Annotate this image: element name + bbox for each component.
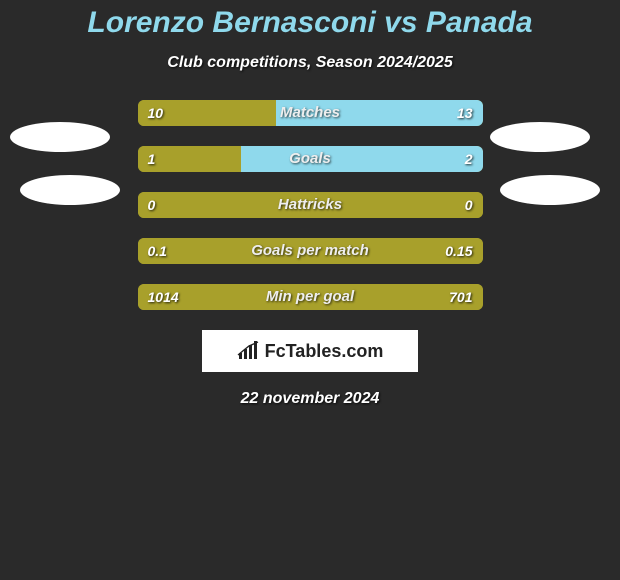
- stat-row: Goals1 2: [138, 146, 483, 172]
- player-right-ellipse: [490, 122, 590, 152]
- stat-value-right: 2: [465, 146, 473, 172]
- stat-row: Min per goal1014 701: [138, 284, 483, 310]
- stat-value-right: 701: [449, 284, 472, 310]
- stat-value-right: 0: [465, 192, 473, 218]
- page-title: Lorenzo Bernasconi vs Panada: [0, 0, 620, 40]
- bars-container: Matches10 13 Goals1 2 Hattricks0 0 Goals per m…: [138, 100, 483, 310]
- date-label: 22 november 2024: [0, 390, 620, 408]
- subtitle: Club competitions, Season 2024/2025: [0, 54, 620, 72]
- stat-row: Hattricks0 0: [138, 192, 483, 218]
- stat-label: Goals per match: [138, 238, 483, 264]
- comparison-chart: Matches10 13 Goals1 2 Hattricks0 0 Goals per m…: [0, 100, 620, 310]
- brand-badge: FcTables.com: [202, 330, 418, 372]
- player-left-ellipse: [20, 175, 120, 205]
- stat-label: Hattricks: [138, 192, 483, 218]
- stat-value-left: 10: [148, 100, 164, 126]
- stat-label: Goals: [138, 146, 483, 172]
- brand-text: FcTables.com: [265, 341, 384, 362]
- stat-row: Matches10 13: [138, 100, 483, 126]
- stat-value-left: 0: [148, 192, 156, 218]
- stat-value-right: 0.15: [445, 238, 472, 264]
- stat-value-left: 0.1: [148, 238, 167, 264]
- player-left-ellipse: [10, 122, 110, 152]
- stat-value-right: 13: [457, 100, 473, 126]
- stat-label: Min per goal: [138, 284, 483, 310]
- stat-value-left: 1014: [148, 284, 179, 310]
- player-right-ellipse: [500, 175, 600, 205]
- stat-label: Matches: [138, 100, 483, 126]
- bar-chart-icon: [237, 341, 261, 361]
- stat-row: Goals per match0.1 0.15: [138, 238, 483, 264]
- stat-value-left: 1: [148, 146, 156, 172]
